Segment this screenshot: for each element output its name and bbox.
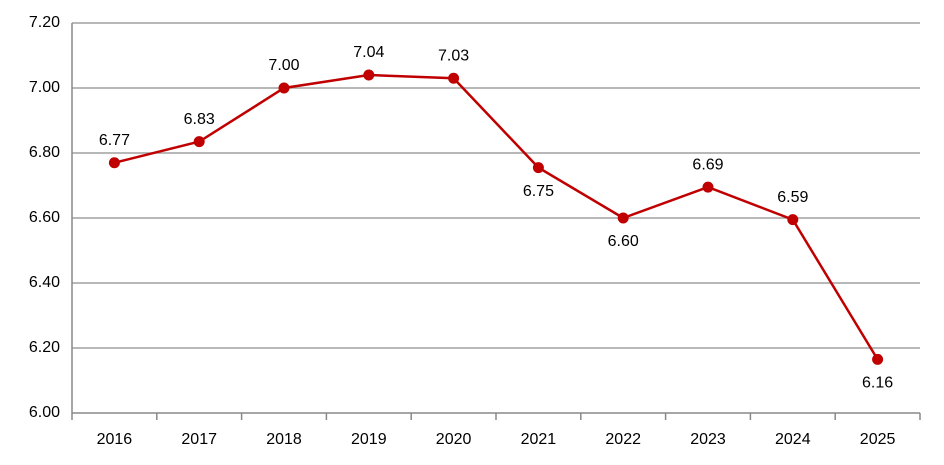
point [278, 82, 290, 94]
data-label: 6.69 [692, 156, 723, 173]
data-label: 6.60 [608, 233, 639, 250]
x-tick-label: 2024 [775, 431, 811, 448]
x-tick-label: 2019 [351, 431, 387, 448]
y-tick-label: 6.80 [29, 144, 60, 161]
x-tick-label: 2016 [97, 431, 133, 448]
data-label: 7.03 [438, 47, 469, 64]
data-label: 6.75 [523, 183, 554, 200]
y-tick-label: 6.40 [29, 274, 60, 291]
x-tick-label: 2018 [266, 431, 302, 448]
data-label: 6.83 [184, 111, 215, 128]
point [532, 162, 544, 174]
data-label: 6.16 [862, 375, 893, 392]
x-tick-label: 2020 [436, 431, 472, 448]
point [872, 353, 884, 365]
point [448, 72, 460, 84]
data-label: 7.00 [268, 57, 299, 74]
point [787, 214, 799, 226]
x-tick-label: 2023 [690, 431, 726, 448]
y-tick-label: 7.00 [29, 79, 60, 96]
point [108, 157, 120, 169]
y-tick-label: 6.00 [29, 404, 60, 421]
data-label: 6.59 [777, 189, 808, 206]
x-tick-label: 2022 [605, 431, 641, 448]
x-tick-label: 2017 [181, 431, 217, 448]
data-label: 6.77 [99, 132, 130, 149]
x-tick-label: 2021 [521, 431, 557, 448]
y-tick-label: 6.60 [29, 209, 60, 226]
point [363, 69, 375, 81]
point [702, 181, 714, 193]
data-label: 7.04 [353, 44, 384, 61]
point [193, 136, 205, 148]
y-tick-label: 6.20 [29, 339, 60, 356]
y-tick-label: 7.20 [29, 14, 60, 31]
line [114, 73, 879, 361]
point [617, 212, 629, 224]
x-tick-label: 2025 [860, 431, 896, 448]
